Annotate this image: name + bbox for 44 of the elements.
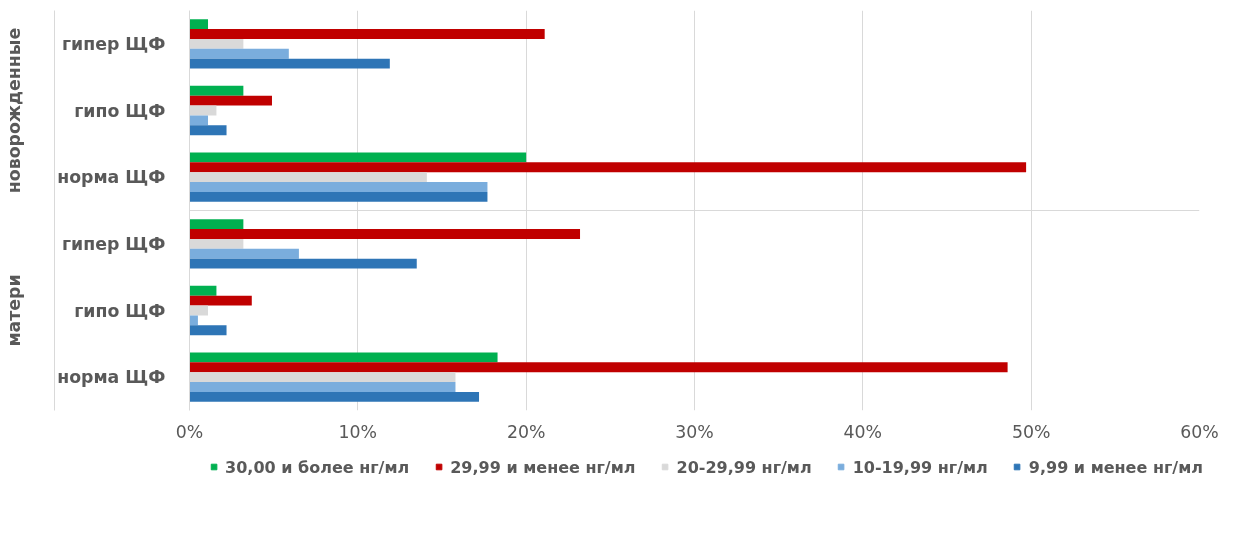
x-tick-label: 20%: [506, 421, 546, 442]
y-tick-label: норма ЩФ: [57, 367, 166, 388]
legend-label: 20-29,99 нг/мл: [676, 457, 812, 476]
text: новорожденные: [3, 27, 24, 194]
bar: [189, 248, 299, 259]
y-tick-label: гипер ЩФ: [61, 33, 166, 54]
bar: [189, 315, 198, 326]
bar: [189, 258, 417, 269]
legend-label: 30,00 и более нг/мл: [225, 457, 410, 476]
bar: [189, 162, 1027, 173]
bar: [189, 115, 209, 126]
bar: [189, 362, 1008, 373]
y-tick-label: гипо ЩФ: [74, 300, 166, 321]
bar: [189, 58, 390, 69]
bar: [189, 352, 498, 363]
bar: [189, 29, 545, 39]
x-tick-label: 60%: [1180, 421, 1219, 442]
y-tick-label: гипер ЩФ: [61, 233, 166, 254]
x-tick-label: 0%: [175, 421, 204, 442]
bar: [189, 48, 289, 59]
text: матери: [3, 274, 24, 347]
legend-label: 9,99 и менее нг/мл: [1028, 457, 1203, 476]
bar: [189, 152, 527, 163]
legend-label: 29,99 и менее нг/мл: [450, 457, 636, 476]
x-tick-label: 40%: [843, 421, 883, 442]
x-tick-label: 30%: [675, 421, 714, 442]
bar: [189, 95, 272, 106]
bar: [189, 85, 244, 96]
bar: [189, 285, 217, 296]
bar: [189, 391, 480, 402]
bar: [189, 295, 252, 306]
x-tick-label: 50%: [1011, 421, 1051, 442]
bar: [189, 325, 227, 336]
legend-label: 10-19,99 нг/мл: [852, 457, 988, 476]
x-tick-label: 10%: [338, 421, 378, 442]
bar: [189, 19, 209, 30]
bar: [189, 191, 488, 202]
y-tick-label: гипо ЩФ: [74, 100, 166, 121]
y-tick-label: норма ЩФ: [57, 167, 166, 188]
bar: [189, 229, 581, 239]
bar: [189, 182, 488, 192]
bar: [189, 382, 456, 392]
bar: [189, 125, 227, 136]
bar: [189, 219, 244, 230]
